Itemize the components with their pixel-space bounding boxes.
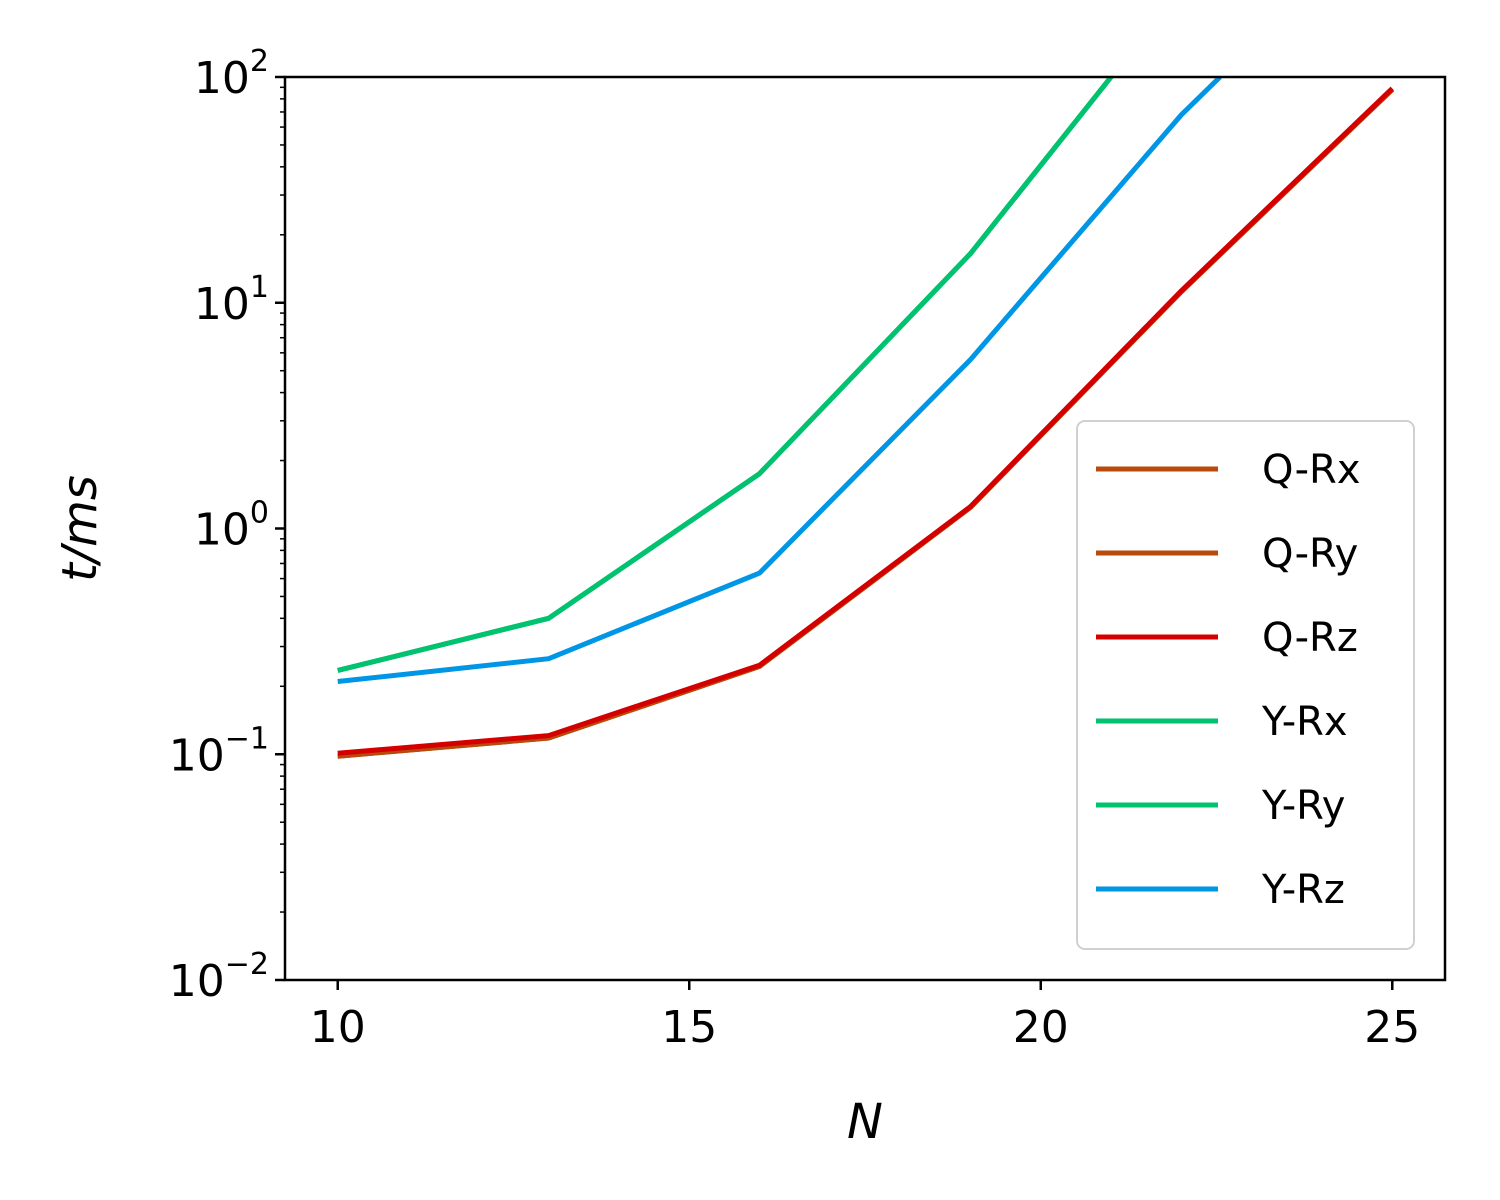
y-tick-label: 100	[194, 496, 269, 556]
series-line-y-rx	[337, 77, 1114, 673]
x-tick-label: 20	[1013, 1002, 1069, 1053]
legend-label-y-ry: Y-Ry	[1261, 783, 1345, 829]
x-axis-ticks: 10 15 20 25	[310, 980, 1420, 1053]
x-tick-label: 15	[661, 1002, 717, 1053]
series-line-y-ry	[337, 77, 1114, 673]
legend-label-q-ry: Q-Ry	[1262, 531, 1358, 577]
legend-label-y-rx: Y-Rx	[1261, 699, 1348, 745]
y-tick-label: 102	[194, 44, 269, 104]
x-tick-label: 10	[310, 1002, 366, 1053]
legend-label-q-rx: Q-Rx	[1262, 447, 1361, 493]
y-axis-ticks: 10−2 10−1 100 101 102	[169, 44, 285, 1007]
legend-box	[1076, 420, 1415, 950]
y-tick-label: 10−1	[169, 721, 269, 781]
y-axis-label: t/ms	[52, 475, 108, 582]
x-axis-label: N	[847, 1094, 883, 1150]
series-lines	[337, 77, 1395, 759]
x-tick-label: 25	[1364, 1002, 1420, 1053]
legend-label-q-rz: Q-Rz	[1262, 615, 1358, 661]
series-line-q-rz	[337, 86, 1395, 756]
series-line-y-rz	[337, 77, 1222, 684]
y-tick-label: 10−2	[169, 947, 269, 1007]
legend: Q-Rx Q-Ry Q-Rz Y-Rx Y-Ry Y-Rz	[1076, 420, 1415, 950]
y-tick-label: 101	[194, 270, 269, 330]
legend-label-y-rz: Y-Rz	[1261, 867, 1345, 913]
